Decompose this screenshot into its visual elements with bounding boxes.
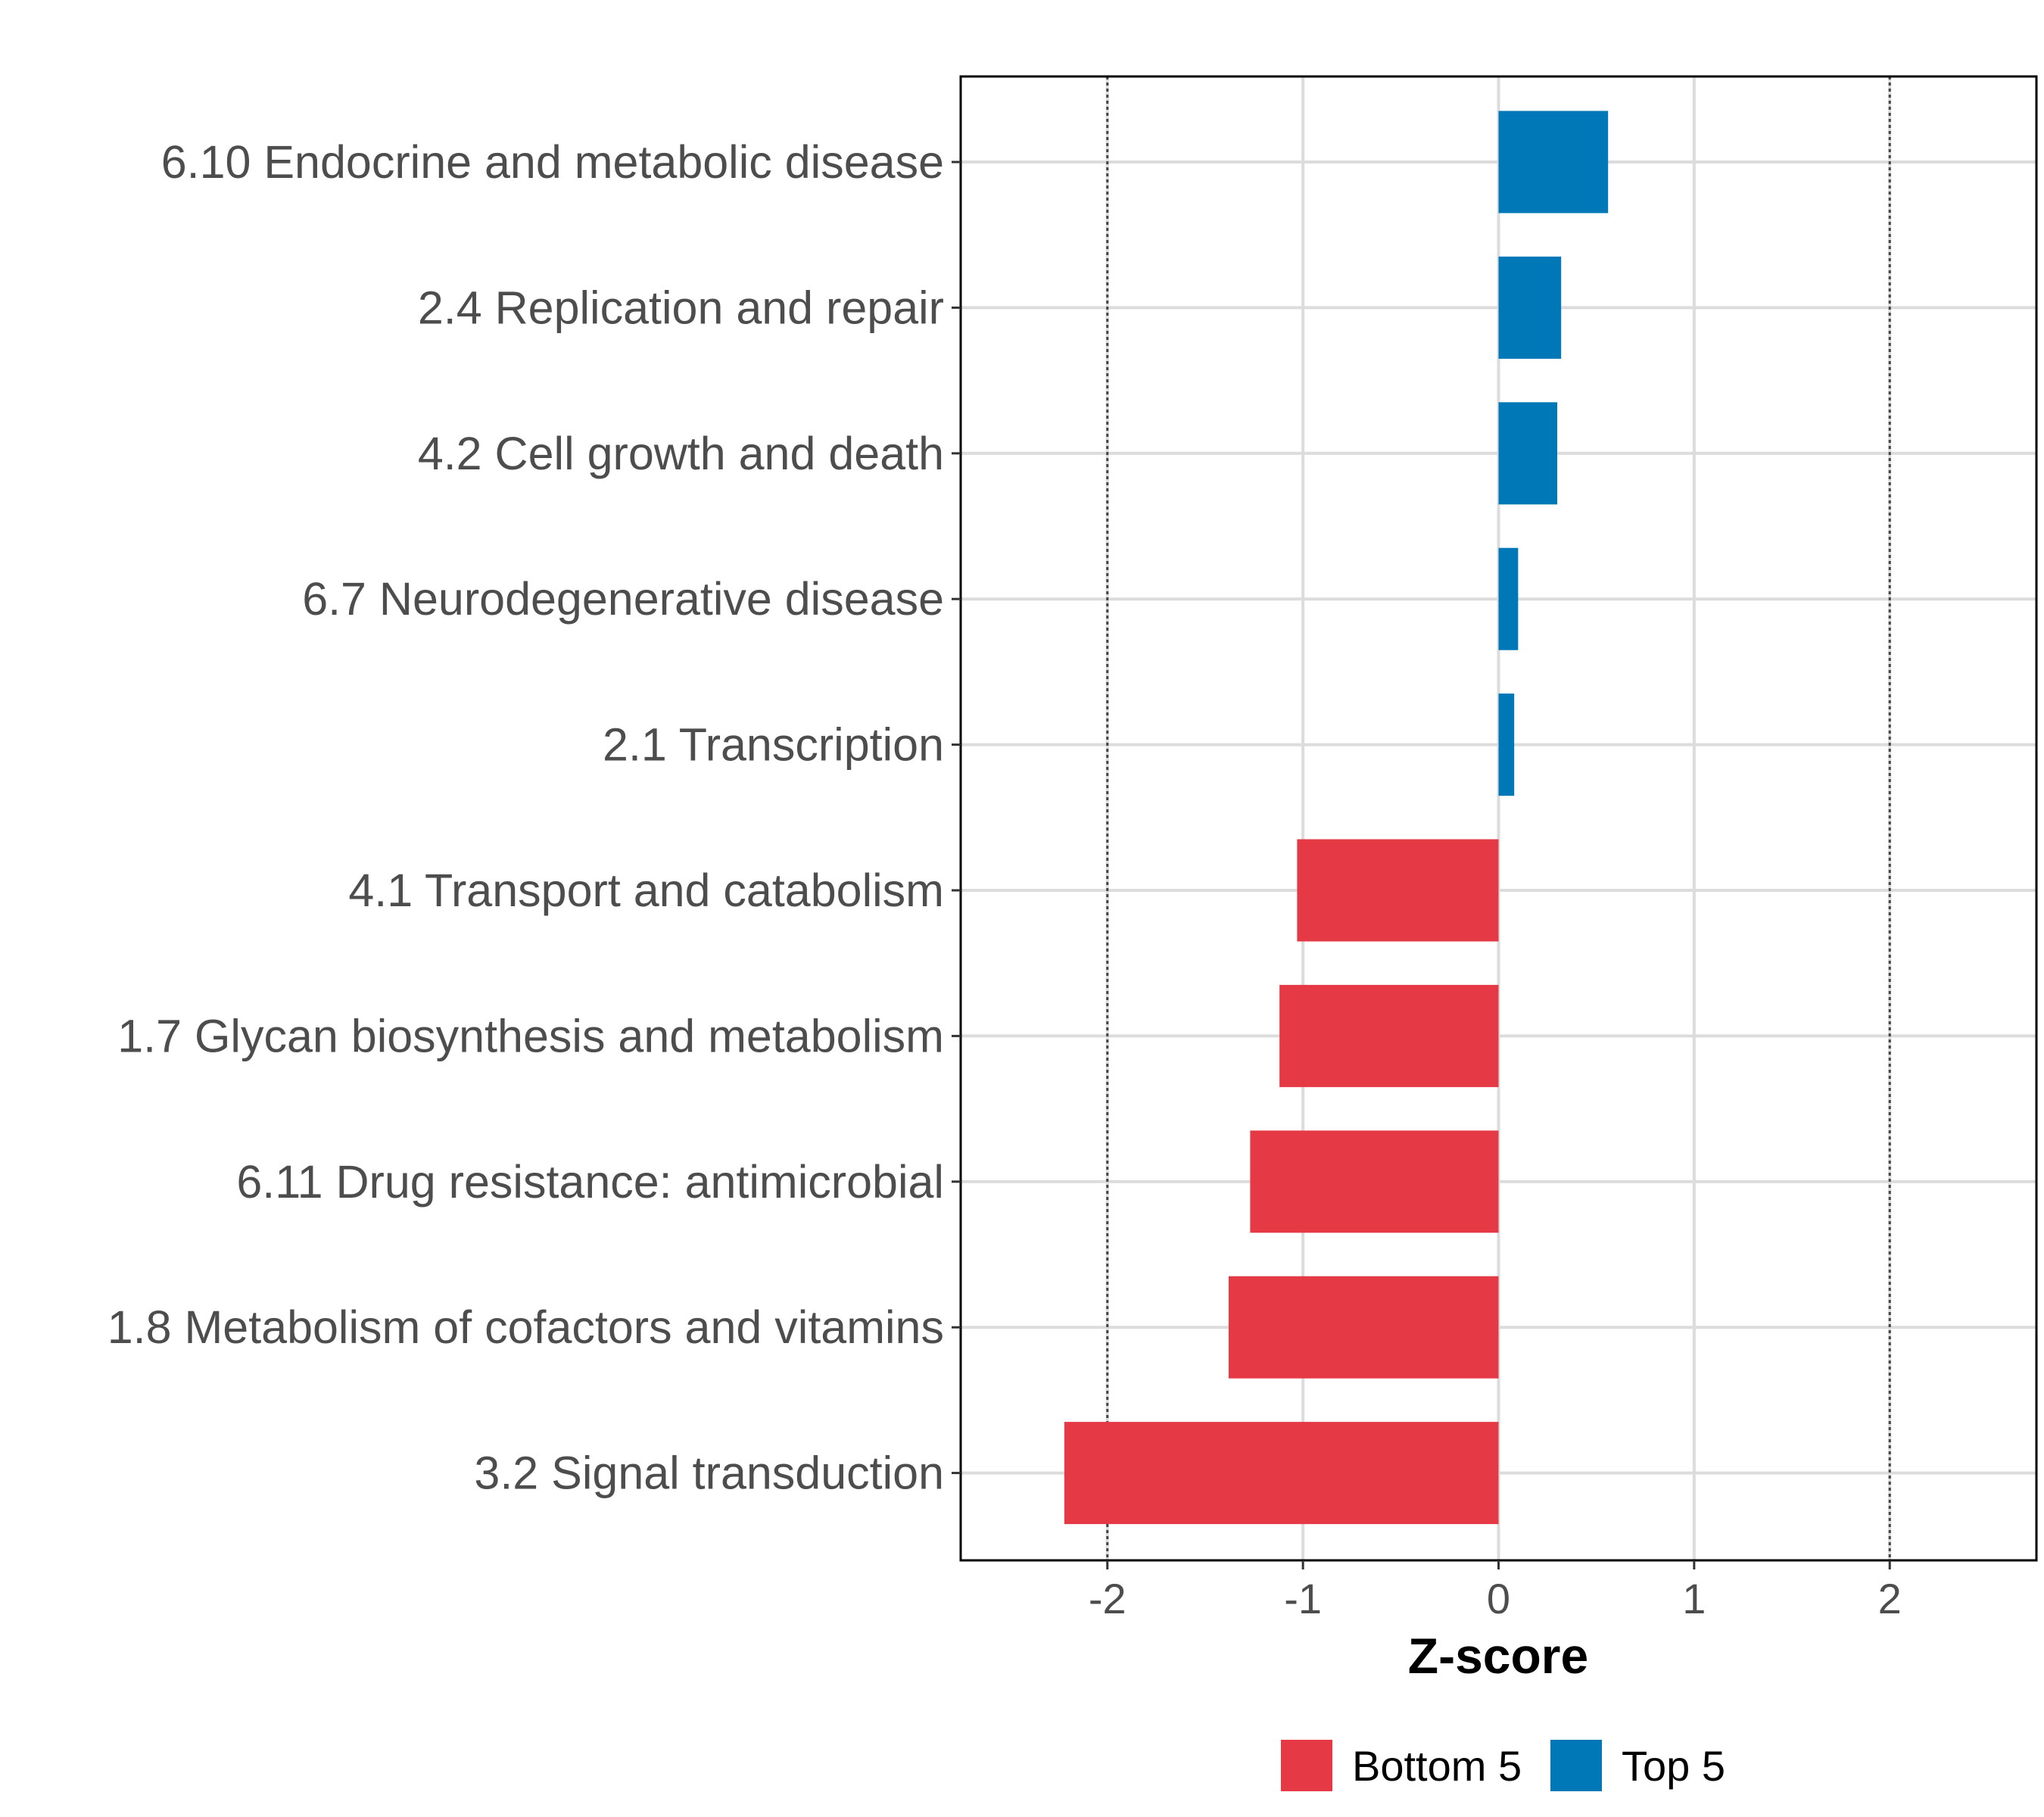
x-tick-label-1: -1 xyxy=(1284,1575,1322,1622)
bar-1-8-metabolism-of-cofactors-and-vitamins xyxy=(1228,1276,1499,1379)
x-axis: -2 -1 0 1 2 xyxy=(1089,1560,1902,1622)
legend-swatch-bottom-5 xyxy=(1281,1740,1332,1791)
bar-2-4-replication-and-repair xyxy=(1498,256,1562,359)
category-label-6-11-drug-resistance-antimicrobial: 6.11 Drug resistance: antimicrobial xyxy=(236,1156,944,1208)
category-label-2-1-transcription: 2.1 Transcription xyxy=(603,719,944,771)
x-tick-label-2: -2 xyxy=(1089,1575,1126,1622)
x-tick-label-0: 0 xyxy=(1487,1575,1510,1622)
category-label-6-10-endocrine-and-metabolic-disease: 6.10 Endocrine and metabolic disease xyxy=(161,136,944,188)
category-label-1-7-glycan-biosynthesis-and-metabolism: 1.7 Glycan biosynthesis and metabolism xyxy=(117,1010,944,1061)
bar-4-1-transport-and-catabolism xyxy=(1297,839,1499,942)
category-label-2-4-replication-and-repair: 2.4 Replication and repair xyxy=(418,282,944,333)
category-label-4-1-transport-and-catabolism: 4.1 Transport and catabolism xyxy=(348,865,944,916)
reference-lines xyxy=(1106,76,1891,1560)
legend-swatch-top-5 xyxy=(1550,1740,1602,1791)
legend: Bottom 5 Top 5 xyxy=(1281,1740,1725,1791)
bar-6-11-drug-resistance-antimicrobial xyxy=(1250,1130,1499,1233)
legend-label-top-5: Top 5 xyxy=(1622,1742,1725,1790)
x-tick-label-2: 2 xyxy=(1878,1575,1902,1622)
bar-4-2-cell-growth-and-death xyxy=(1498,402,1558,505)
category-label-1-8-metabolism-of-cofactors-and-vitamins: 1.8 Metabolism of cofactors and vitamins xyxy=(107,1301,944,1353)
x-tick-label-1: 1 xyxy=(1682,1575,1706,1622)
category-label-6-7-neurodegenerative-disease: 6.7 Neurodegenerative disease xyxy=(302,573,944,625)
x-axis-title: Z-score xyxy=(1408,1628,1588,1684)
legend-label-bottom-5: Bottom 5 xyxy=(1352,1742,1522,1790)
category-label-4-2-cell-growth-and-death: 4.2 Cell growth and death xyxy=(418,428,944,479)
bar-2-1-transcription xyxy=(1498,693,1515,796)
bars xyxy=(1064,111,1609,1525)
category-label-3-2-signal-transduction: 3.2 Signal transduction xyxy=(474,1448,944,1499)
bar-3-2-signal-transduction xyxy=(1064,1422,1499,1525)
bar-6-10-endocrine-and-metabolic-disease xyxy=(1498,111,1609,213)
bar-1-7-glycan-biosynthesis-and-metabolism xyxy=(1279,984,1499,1087)
bar-6-7-neurodegenerative-disease xyxy=(1498,547,1519,650)
y-axis: 6.10 Endocrine and metabolic disease 2.4 … xyxy=(107,136,961,1499)
